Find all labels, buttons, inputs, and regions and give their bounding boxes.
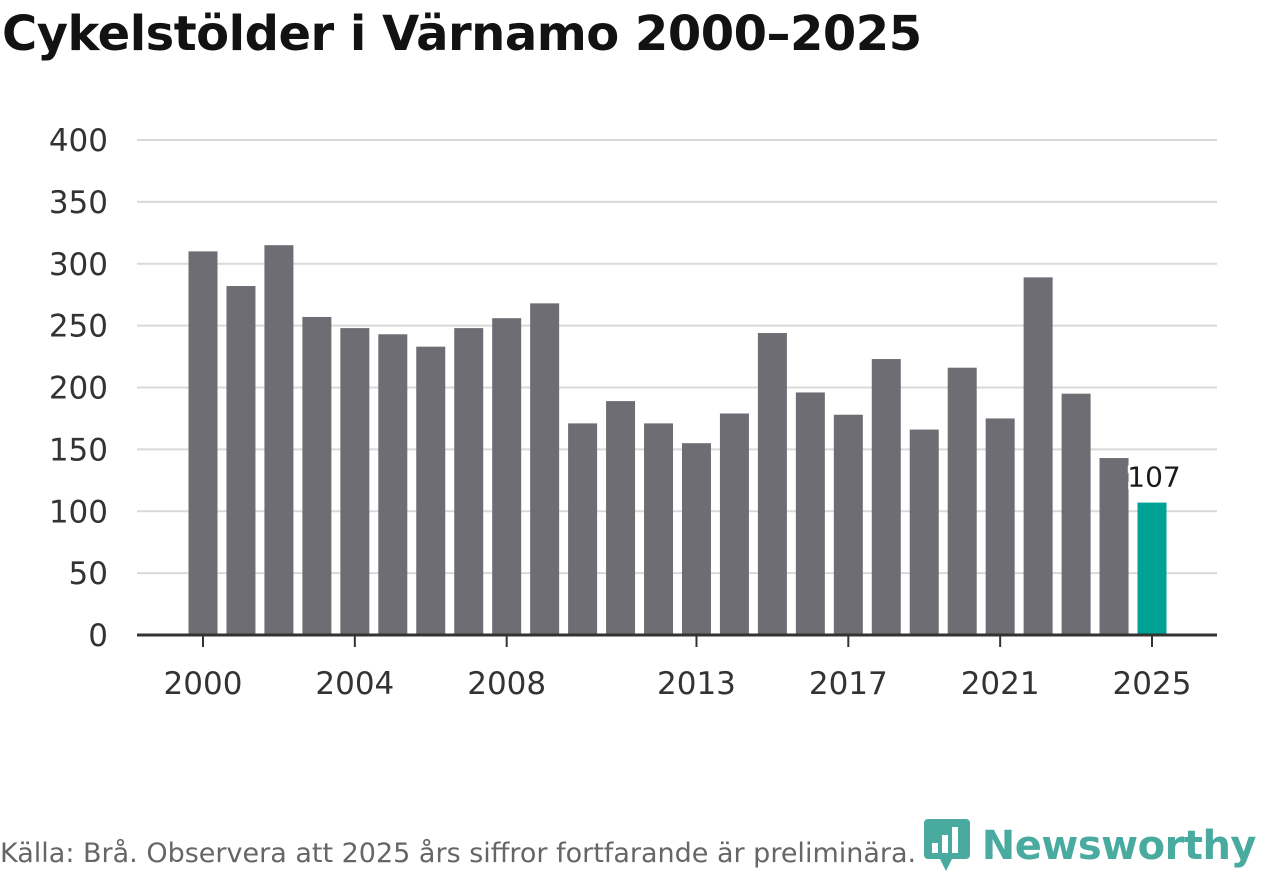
bar-2000 [188, 251, 218, 635]
bar-chart: 0 50 100 150 200 250 300 350 400 2000 2004 2008 201… [49, 123, 1217, 702]
y-tick-label-350: 350 [49, 185, 108, 221]
bar-2002 [264, 245, 294, 635]
data-label-2025: 107 [1127, 461, 1180, 494]
y-tick-label-0: 0 [88, 618, 108, 654]
x-tick-label-2021: 2021 [961, 666, 1040, 702]
y-tick-label-400: 400 [49, 123, 108, 159]
bar-2024 [1099, 458, 1129, 635]
chart-title: Cykelstölder i Värnamo 2000–2025 [2, 6, 922, 62]
x-tick-label-2008: 2008 [467, 666, 546, 702]
y-tick-label-100: 100 [49, 494, 108, 530]
bar-2015 [757, 333, 787, 635]
bar-2008 [492, 318, 522, 635]
y-tick-label-150: 150 [49, 432, 108, 468]
bar-2020 [947, 367, 977, 635]
bar-2007 [454, 328, 484, 635]
bar-2005 [378, 334, 408, 635]
bar-2009 [530, 303, 560, 635]
x-axis-ticks: 2000 2004 2008 2013 2017 2021 2025 [164, 635, 1192, 702]
bar-2011 [606, 401, 636, 635]
gridlines [137, 139, 1217, 575]
brand-logo: Newsworthy [922, 817, 1257, 875]
brand-name: Newsworthy [981, 823, 1257, 869]
y-tick-label-300: 300 [49, 247, 108, 283]
x-tick-label-2025: 2025 [1113, 666, 1192, 702]
bar-2018 [871, 359, 901, 635]
y-axis-ticks: 0 50 100 150 200 250 300 350 400 [49, 123, 108, 654]
x-tick-label-2000: 2000 [164, 666, 243, 702]
bar-2017 [833, 414, 863, 635]
bar-2013 [681, 443, 711, 635]
bar-2016 [795, 392, 825, 635]
source-note: Källa: Brå. Observera att 2025 års siffr… [0, 838, 917, 869]
bar-2012 [644, 423, 674, 635]
data-labels: 107 [1125, 458, 1183, 496]
x-tick-label-2004: 2004 [315, 666, 394, 702]
y-tick-label-200: 200 [49, 371, 108, 407]
bar-2022 [1023, 277, 1053, 635]
bar-2014 [719, 413, 749, 635]
bar-2010 [568, 423, 598, 635]
bar-2023 [1061, 393, 1091, 635]
bar-2001 [226, 286, 256, 635]
x-tick-label-2017: 2017 [809, 666, 888, 702]
bar-2004 [340, 328, 370, 635]
bar-2019 [909, 429, 939, 635]
y-tick-label-250: 250 [49, 309, 108, 345]
bars [188, 245, 1167, 635]
newsworthy-logo-icon [923, 819, 970, 871]
bar-2003 [302, 316, 332, 635]
bar-2025 [1137, 502, 1167, 635]
y-tick-label-50: 50 [69, 556, 108, 592]
x-tick-label-2013: 2013 [657, 666, 736, 702]
bar-2021 [985, 418, 1015, 635]
bar-2006 [416, 346, 446, 635]
